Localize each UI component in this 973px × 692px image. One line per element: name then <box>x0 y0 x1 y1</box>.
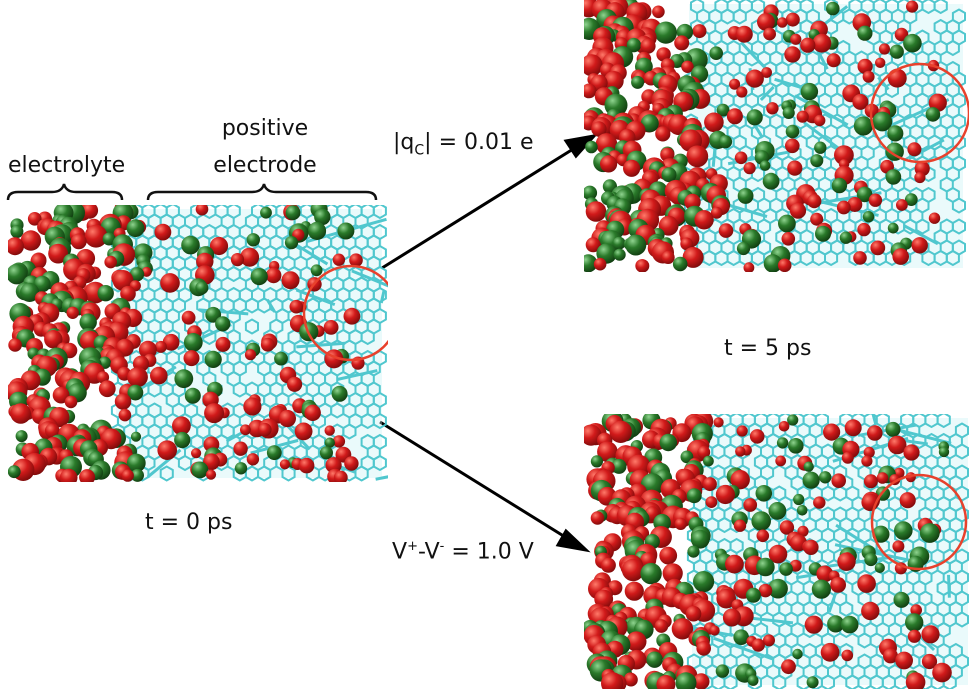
ion-spheres <box>584 0 947 272</box>
label-electrode: electrode <box>213 153 317 178</box>
highlight-circle <box>870 473 968 571</box>
volt-sup-minus: - <box>439 539 445 554</box>
electrode-bracket <box>146 183 378 201</box>
label-voltage: V+-V- = 1.0 V <box>392 540 534 563</box>
snapshot-t5-charge <box>584 0 969 272</box>
electrolyte-bracket <box>6 183 124 201</box>
label-positive: positive <box>221 116 309 141</box>
label-electrolyte: electrolyte <box>8 153 126 178</box>
charge-suffix: | = 0.01 e <box>424 130 534 155</box>
charge-prefix: |q <box>393 130 415 155</box>
arrow-lower <box>379 420 591 553</box>
snapshot-t0 <box>8 205 388 482</box>
highlight-circle <box>869 62 969 164</box>
volt-sup-plus: + <box>407 539 418 554</box>
arrow-upper <box>381 133 599 270</box>
highlight-circle <box>302 264 388 362</box>
label-time-5: t = 5 ps <box>724 336 812 361</box>
label-charge: |qC| = 0.01 e <box>393 130 534 159</box>
label-time-0: t = 0 ps <box>145 510 233 535</box>
volt-suffix: = 1.0 V <box>444 539 534 565</box>
volt-mid: -V <box>417 539 440 565</box>
ion-spheres <box>8 205 365 482</box>
ion-spheres <box>584 414 952 689</box>
charge-subscript: C <box>414 142 425 159</box>
snapshot-t5-voltage <box>584 414 969 689</box>
volt-v1: V <box>392 539 408 565</box>
